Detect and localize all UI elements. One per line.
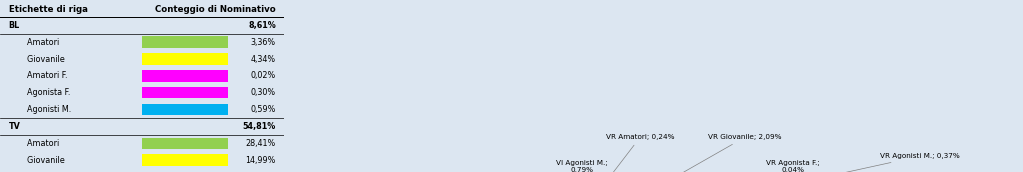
Text: 8,61%: 8,61% bbox=[249, 21, 276, 30]
Text: 28,41%: 28,41% bbox=[246, 139, 276, 148]
Text: 0,30%: 0,30% bbox=[251, 88, 276, 97]
Text: VR Amatori; 0,24%: VR Amatori; 0,24% bbox=[554, 134, 674, 172]
Text: VR Giovanile; 2,09%: VR Giovanile; 2,09% bbox=[565, 134, 782, 172]
Bar bbox=[142, 36, 227, 48]
Text: TV: TV bbox=[8, 122, 20, 131]
Text: Amatori: Amatori bbox=[17, 38, 59, 47]
Text: Agonista F.: Agonista F. bbox=[17, 88, 71, 97]
Text: 14,99%: 14,99% bbox=[246, 156, 276, 165]
Text: VR Agonisti M.; 0,37%: VR Agonisti M.; 0,37% bbox=[576, 153, 960, 172]
Bar bbox=[142, 104, 227, 115]
Text: Conteggio di Nominativo: Conteggio di Nominativo bbox=[155, 5, 276, 14]
Bar bbox=[142, 154, 227, 166]
Bar bbox=[142, 70, 227, 82]
Text: BL: BL bbox=[8, 21, 19, 30]
Text: Giovanile: Giovanile bbox=[17, 55, 64, 63]
Text: 4,34%: 4,34% bbox=[251, 55, 276, 63]
Text: 0,02%: 0,02% bbox=[251, 71, 276, 80]
Text: VR Agonista F.;
0,04%: VR Agonista F.; 0,04% bbox=[574, 160, 819, 172]
Text: Amatori F.: Amatori F. bbox=[17, 71, 68, 80]
Text: VI Agonisti M.;
0,79%: VI Agonisti M.; 0,79% bbox=[550, 160, 608, 172]
Bar bbox=[142, 53, 227, 65]
Text: 3,36%: 3,36% bbox=[251, 38, 276, 47]
Bar bbox=[142, 138, 227, 149]
Text: Etichette di riga: Etichette di riga bbox=[8, 5, 87, 14]
Text: 0,59%: 0,59% bbox=[251, 105, 276, 114]
Text: 54,81%: 54,81% bbox=[242, 122, 276, 131]
Text: Amatori: Amatori bbox=[17, 139, 59, 148]
Text: Agonisti M.: Agonisti M. bbox=[17, 105, 72, 114]
Text: Giovanile: Giovanile bbox=[17, 156, 64, 165]
Bar bbox=[142, 87, 227, 99]
